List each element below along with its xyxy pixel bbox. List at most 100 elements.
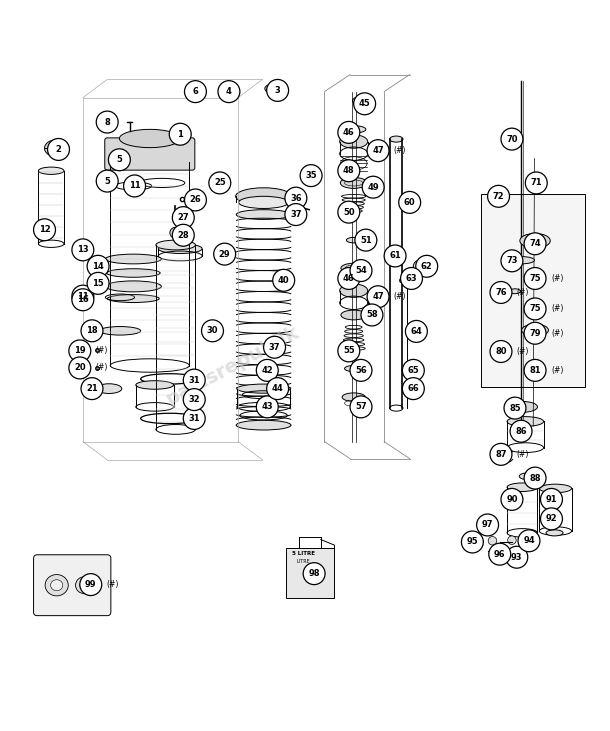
Text: (#): (#) — [551, 329, 563, 338]
Ellipse shape — [96, 384, 122, 393]
Circle shape — [87, 273, 109, 295]
Ellipse shape — [109, 155, 126, 162]
Text: 11: 11 — [129, 181, 140, 191]
Circle shape — [183, 369, 205, 391]
Circle shape — [524, 467, 546, 489]
Circle shape — [96, 170, 118, 192]
Circle shape — [525, 172, 547, 194]
Circle shape — [490, 444, 512, 466]
Text: 50: 50 — [343, 208, 354, 216]
Text: 81: 81 — [529, 366, 541, 375]
Text: 37: 37 — [269, 343, 281, 352]
Circle shape — [403, 378, 425, 400]
Text: 8: 8 — [104, 118, 110, 126]
Ellipse shape — [341, 310, 367, 320]
Text: 35: 35 — [305, 171, 317, 180]
Circle shape — [338, 121, 360, 143]
Ellipse shape — [539, 484, 572, 493]
Text: 57: 57 — [355, 402, 367, 412]
Text: 66: 66 — [407, 384, 419, 393]
Circle shape — [487, 186, 509, 208]
Circle shape — [524, 322, 546, 344]
Text: 26: 26 — [190, 195, 201, 205]
Text: 56: 56 — [355, 366, 367, 375]
Ellipse shape — [342, 126, 366, 133]
Text: 75: 75 — [529, 274, 541, 283]
Ellipse shape — [345, 366, 363, 371]
Circle shape — [416, 255, 438, 277]
Circle shape — [488, 537, 497, 545]
Text: 5 LITRE: 5 LITRE — [292, 551, 315, 556]
Ellipse shape — [98, 177, 113, 183]
Circle shape — [367, 140, 389, 162]
FancyBboxPatch shape — [34, 555, 111, 616]
Circle shape — [214, 243, 235, 265]
Text: 88: 88 — [529, 474, 541, 482]
Ellipse shape — [341, 263, 367, 273]
Ellipse shape — [107, 295, 159, 303]
Text: 42: 42 — [262, 366, 273, 375]
Ellipse shape — [235, 188, 292, 205]
Text: 45: 45 — [359, 99, 370, 108]
Ellipse shape — [528, 302, 542, 307]
Ellipse shape — [239, 197, 289, 208]
Circle shape — [489, 543, 511, 565]
Ellipse shape — [223, 86, 235, 94]
Circle shape — [501, 488, 523, 510]
Circle shape — [524, 232, 546, 254]
Text: (#): (#) — [551, 304, 563, 314]
Circle shape — [201, 320, 223, 342]
Circle shape — [218, 80, 240, 102]
Circle shape — [350, 260, 372, 281]
Text: 93: 93 — [511, 553, 523, 561]
Text: 2: 2 — [56, 145, 62, 154]
Circle shape — [461, 531, 483, 553]
Text: 5: 5 — [117, 155, 123, 164]
Ellipse shape — [106, 281, 162, 292]
Ellipse shape — [265, 84, 278, 93]
Circle shape — [288, 201, 295, 208]
Circle shape — [501, 128, 523, 150]
Ellipse shape — [76, 577, 94, 594]
Ellipse shape — [38, 167, 64, 175]
Circle shape — [490, 341, 512, 363]
Circle shape — [524, 360, 546, 382]
Circle shape — [267, 80, 289, 102]
Circle shape — [256, 396, 278, 418]
Text: 25: 25 — [214, 178, 226, 187]
Circle shape — [96, 111, 118, 133]
Text: 31: 31 — [188, 376, 200, 385]
Ellipse shape — [236, 420, 291, 430]
Text: 54: 54 — [355, 266, 367, 275]
Text: 16: 16 — [77, 295, 88, 304]
Text: 32: 32 — [188, 395, 200, 404]
Text: 31: 31 — [188, 414, 200, 423]
Circle shape — [80, 574, 102, 596]
Ellipse shape — [110, 155, 189, 168]
Ellipse shape — [342, 393, 365, 401]
Text: 18: 18 — [86, 326, 98, 336]
Ellipse shape — [353, 96, 370, 105]
Ellipse shape — [45, 575, 68, 596]
Text: 55: 55 — [343, 346, 354, 355]
Circle shape — [256, 360, 278, 382]
Circle shape — [361, 304, 383, 326]
Circle shape — [521, 534, 529, 543]
Text: (#): (#) — [517, 347, 529, 356]
Circle shape — [508, 536, 516, 545]
Text: 4: 4 — [226, 87, 232, 96]
Text: 14: 14 — [92, 262, 104, 270]
Circle shape — [506, 546, 528, 568]
Text: 90: 90 — [506, 495, 518, 504]
Circle shape — [476, 514, 498, 536]
Text: 43: 43 — [262, 402, 273, 412]
Ellipse shape — [159, 243, 202, 254]
Text: 5: 5 — [104, 177, 110, 186]
Text: 3: 3 — [274, 86, 281, 95]
Circle shape — [355, 230, 377, 251]
Circle shape — [338, 268, 360, 289]
Ellipse shape — [136, 381, 173, 389]
Circle shape — [524, 268, 546, 289]
Circle shape — [72, 285, 94, 307]
Circle shape — [524, 298, 546, 320]
